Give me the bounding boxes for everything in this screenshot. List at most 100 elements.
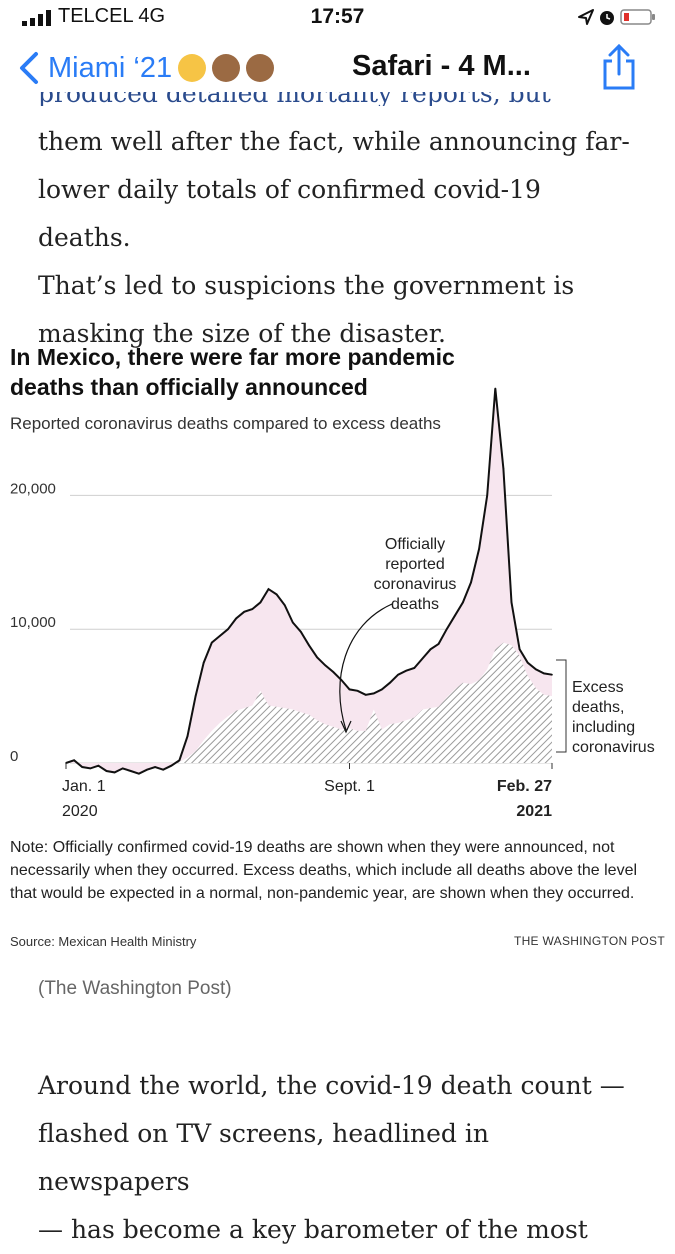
excess-deaths-point [105,770,108,772]
article-paragraph: Around the world, the covid-19 death cou… [38,1062,638,1254]
article-line: masking the size of the disaster. [38,319,446,348]
article-line: — has become a key barometer of the most [38,1215,588,1244]
graphic-note: Note: Officially confirmed covid-19 deat… [10,839,638,902]
excess-deaths-point [494,387,497,390]
excess-deaths-point [526,661,529,664]
image-caption: (The Washington Post) [38,978,232,999]
y-tick-label: 20,000 [10,480,56,497]
excess-deaths-point [275,593,278,596]
back-button[interactable]: Miami ‘21 [18,48,275,88]
excess-deaths-point [518,648,521,651]
y-tick-label: 10,000 [10,614,56,631]
arrow-head-icon [340,720,352,734]
article-line: lower daily totals of confirmed covid-19… [38,175,541,252]
excess-deaths-point [259,601,262,604]
reported-deaths-annotation: Officially [385,536,445,553]
graphic-title-line: deaths than officially announced [10,374,368,400]
excess-deaths-point [421,657,424,660]
share-icon[interactable] [599,44,639,92]
excess-deaths-point [356,689,359,692]
alarm-clock-icon [600,11,614,25]
excess-deaths-point [324,664,327,667]
graphic-credit: THE WASHINGTON POST [513,934,665,948]
excess-deaths-point [283,604,286,606]
article-line: Around the world, the covid-19 death cou… [38,1071,625,1100]
reported-deaths-annotation: reported [385,556,445,573]
excess-deaths-annotation: Excess [572,679,624,696]
excess-deaths-point [405,669,408,672]
reported-deaths-annotation: deaths [391,596,439,613]
excess-deaths-point [292,621,294,624]
excess-deaths-point [146,768,148,771]
excess-deaths-point [454,615,456,617]
reported-deaths-area [66,642,552,763]
excess-deaths-point [81,766,83,768]
excess-deaths-point [445,628,448,631]
graphic-title: In Mexico, there were far more pandemic … [10,342,530,402]
excess-deaths-point [243,611,245,613]
reported-deaths-annotation: coronavirus [374,576,457,593]
status-icons [578,9,655,25]
excess-deaths-point [267,588,270,590]
excess-deaths-point [130,770,132,772]
excess-deaths-chart: 0 10,000 20,000 Jan. 1 2020 Sept. 1 Feb. 27 20… [10,387,655,820]
excess-deaths-point [300,631,302,633]
graphic-title-line: In Mexico, there were far more pandemic [10,344,455,370]
cellular-signal-icon [22,10,51,26]
excess-deaths-point [316,656,318,659]
nav-title: Safari - 4 M... [352,50,531,82]
y-tick-label: 0 [10,748,18,765]
see-no-evil-monkey-emoji-icon [246,54,275,82]
x-tick-label: Sept. 1 [324,778,375,795]
excess-deaths-point [486,494,489,497]
partially-hidden-link-line[interactable]: produced detailed mortality reports, but… [38,92,638,106]
x-tick-label: 2020 [62,803,98,820]
excess-deaths-point [478,548,480,550]
excess-deaths-point [186,735,189,738]
excess-deaths-point [502,467,505,470]
excess-deaths-point [340,679,343,681]
graphic-subtitle: Reported coronavirus deaths compared to … [10,414,441,433]
excess-deaths-point [413,667,416,669]
excess-deaths-point [429,648,432,651]
article-paragraph: them well after the fact, while announci… [38,96,638,358]
excess-deaths-point [389,681,391,684]
excess-deaths-point [219,635,221,637]
excess-deaths-point [551,673,553,676]
excess-deaths-point [113,771,116,774]
excess-deaths-point [154,766,156,768]
graphic-source: Source: Mexican Health Ministry [10,934,197,949]
battery-icon [620,9,655,25]
excess-deaths-point [202,661,205,664]
excess-deaths-point [308,644,310,647]
excess-deaths-point [211,641,213,644]
excess-deaths-point [227,628,229,631]
location-arrow-icon [578,9,594,25]
excess-deaths-annotation: deaths, [572,699,624,716]
x-tick-label: Feb. 27 [497,778,552,795]
excess-deaths-point [437,643,440,645]
excess-deaths-annotation: including [572,719,635,736]
shushing-face-emoji-icon [178,54,207,82]
excess-deaths-point [364,693,367,696]
excess-deaths-point [89,767,92,770]
navigation-bar: Miami ‘21 Safari - 4 M... [0,36,675,100]
excess-deaths-point [170,764,173,767]
excess-deaths-point [162,768,164,771]
excess-deaths-annotation: coronavirus [572,739,655,756]
excess-deaths-point [332,671,335,673]
excess-deaths-bracket [556,659,567,753]
excess-deaths-point [510,601,513,604]
excess-deaths-point [235,617,237,620]
see-no-evil-monkey-emoji-icon [212,54,241,82]
excess-deaths-point [251,608,254,610]
x-tick-label: Jan. 1 [62,778,106,795]
status-bar: TELCEL 4G 17:57 [0,0,675,36]
excess-deaths-point [373,692,375,695]
excess-deaths-point [194,695,197,697]
back-button-label: Miami ‘21 [48,51,173,84]
excess-deaths-point [348,688,351,691]
article-line: them well after the fact, while announci… [38,127,630,156]
excess-deaths-point [397,673,399,676]
excess-deaths-point [73,759,75,762]
